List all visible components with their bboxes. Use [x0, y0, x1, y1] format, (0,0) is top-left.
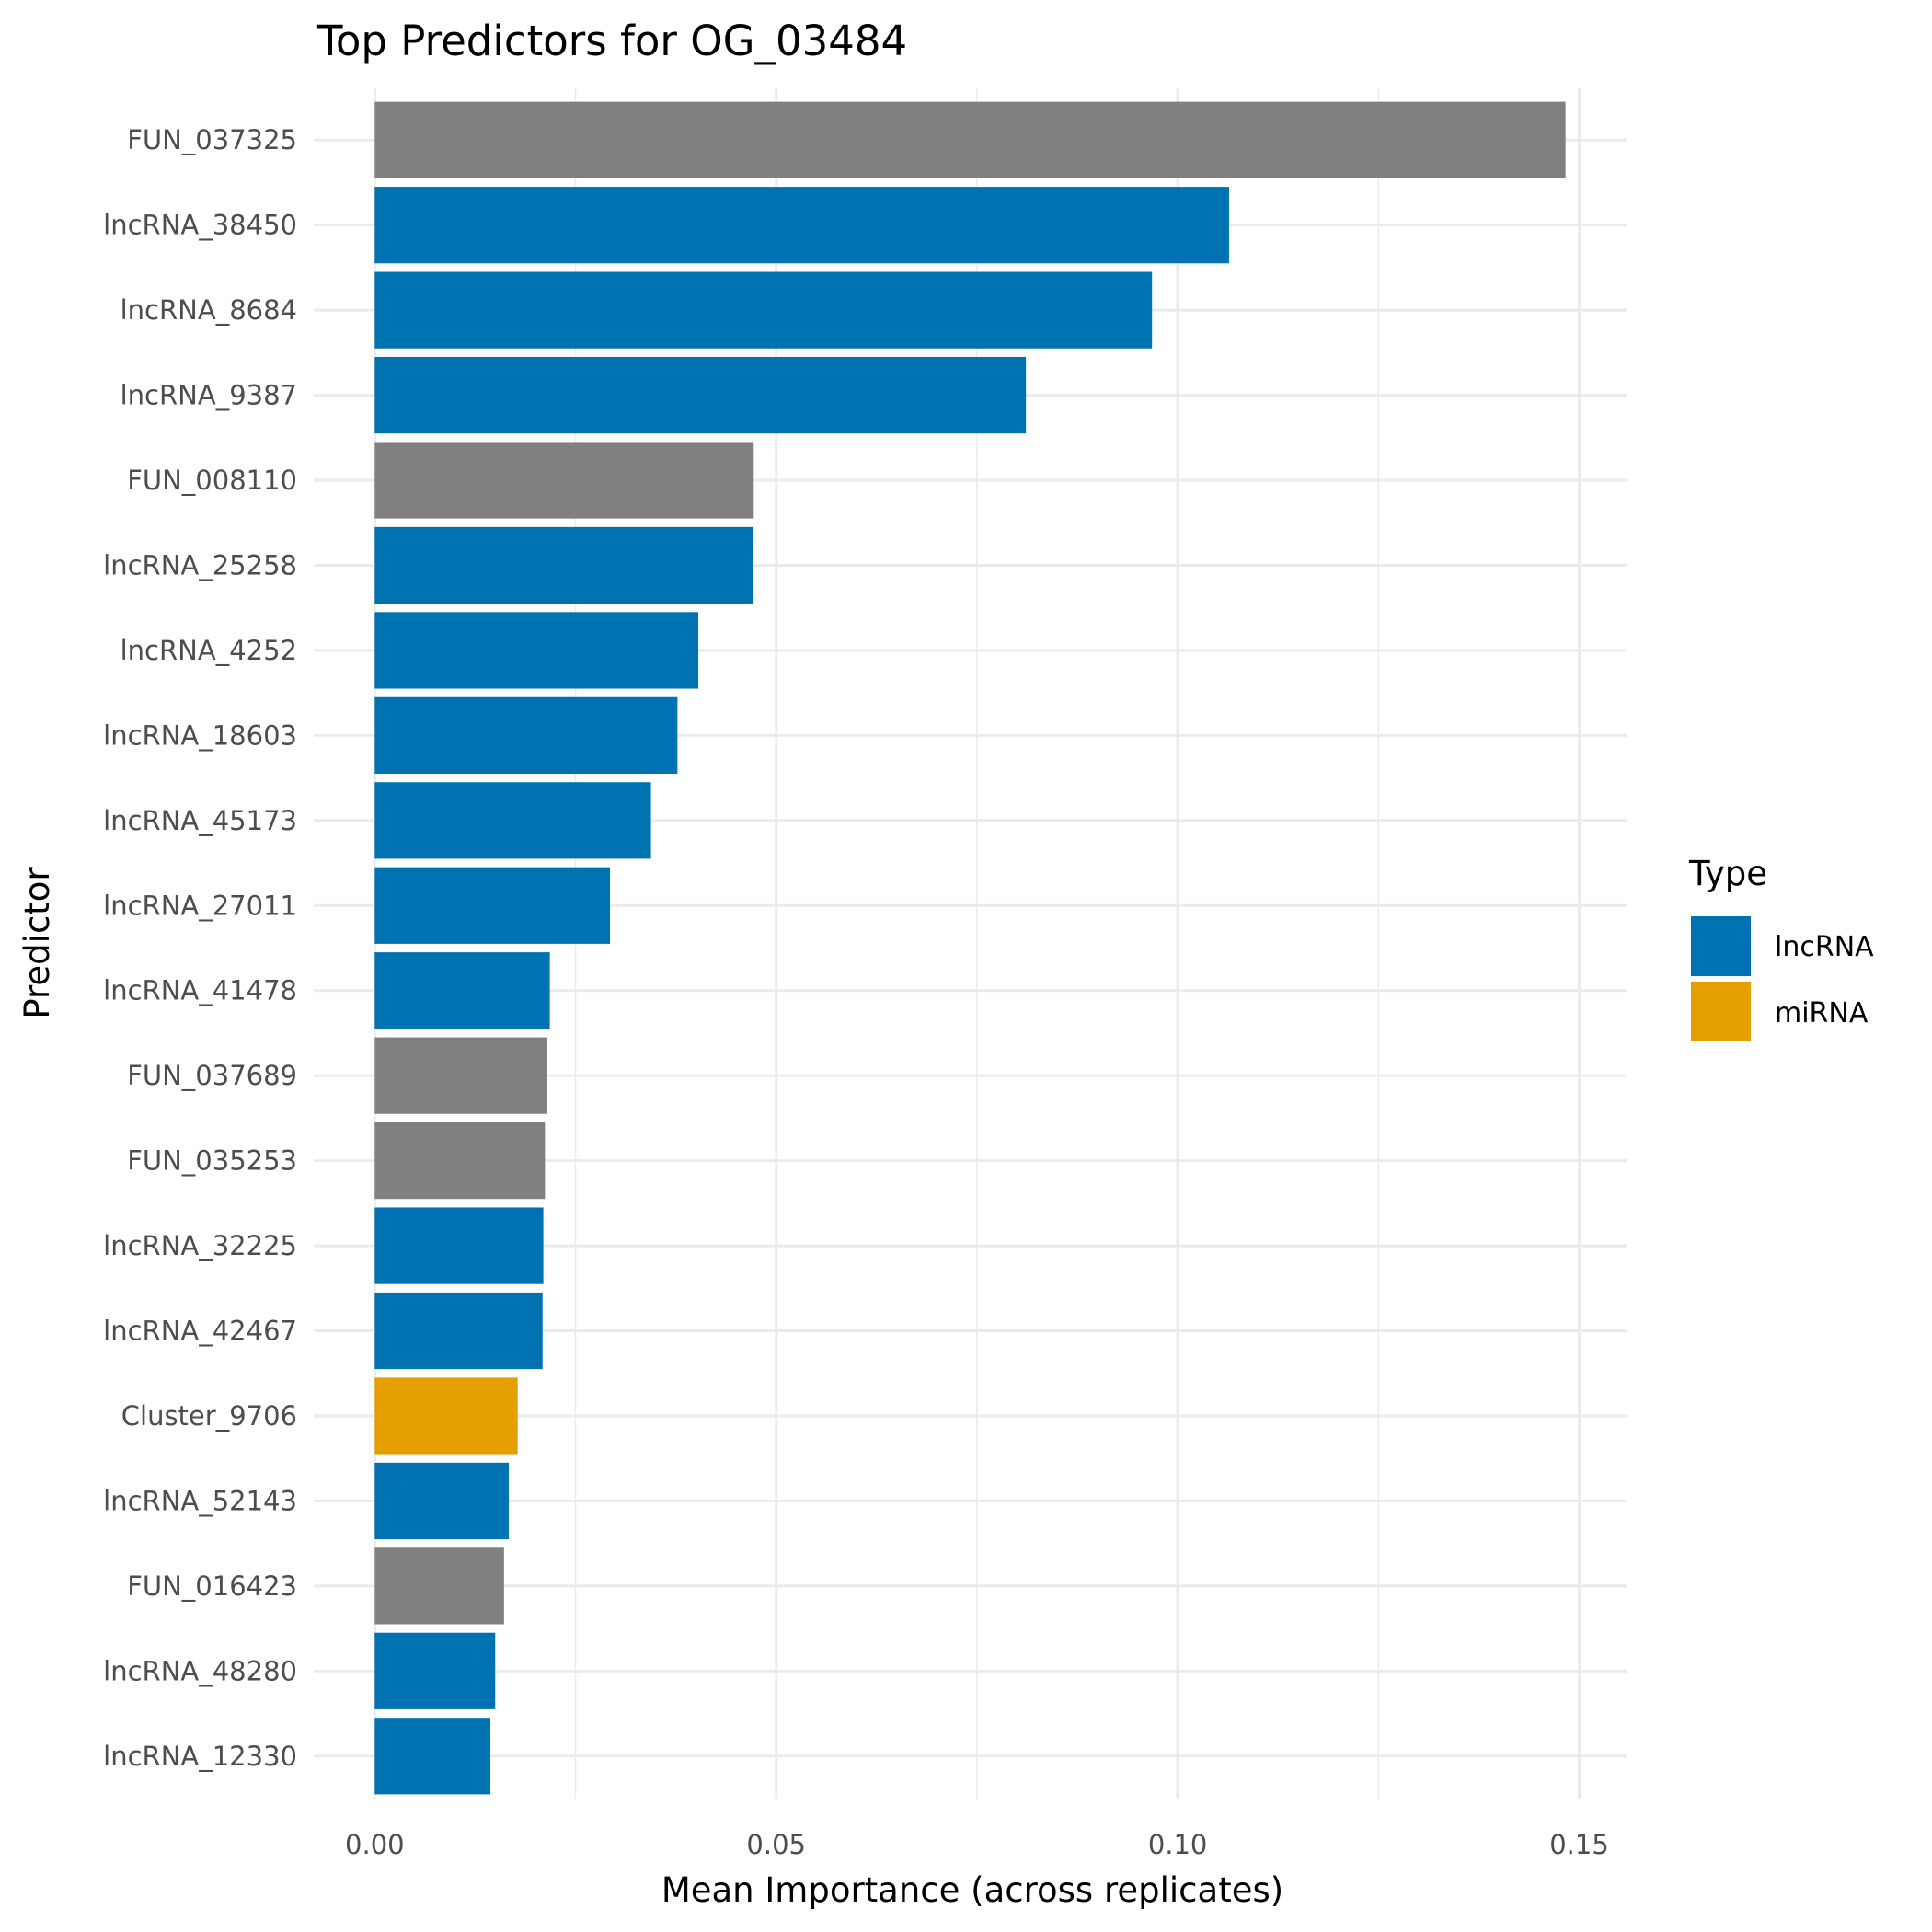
legend-key-lncrna	[1691, 916, 1751, 976]
bar-FUN_037689	[374, 1037, 547, 1114]
y-tick-label: lncRNA_9387	[121, 380, 297, 411]
y-tick-label: lncRNA_12330	[103, 1741, 297, 1772]
y-tick-label: lncRNA_25258	[103, 549, 297, 581]
y-tick-label: lncRNA_52143	[103, 1485, 297, 1516]
chart-title: Top Predictors for OG_03484	[316, 17, 907, 65]
legend-label-lncrna: lncRNA	[1775, 931, 1874, 963]
y-tick-label: lncRNA_42467	[103, 1316, 297, 1347]
bar-lncRNA_12330	[374, 1718, 491, 1795]
y-tick-label: lncRNA_41478	[103, 975, 297, 1006]
bar-FUN_008110	[374, 442, 754, 519]
bar-FUN_037325	[374, 101, 1566, 178]
x-tick-labels: 0.00 0.05 0.10 0.15	[345, 1829, 1609, 1860]
bar-lncRNA_4252	[374, 612, 699, 689]
bar-lncRNA_38450	[374, 187, 1229, 264]
y-tick-label: lncRNA_38450	[103, 210, 297, 241]
y-tick-label: FUN_037689	[127, 1060, 297, 1091]
legend-title: Type	[1688, 854, 1767, 893]
legend-label-mirna: miRNA	[1775, 997, 1869, 1029]
y-tick-label: lncRNA_48280	[103, 1655, 297, 1686]
y-tick-label: FUN_008110	[127, 465, 297, 496]
bar-lncRNA_8684	[374, 271, 1153, 349]
bar-lncRNA_9387	[374, 356, 1027, 434]
bar-lncRNA_52143	[374, 1462, 510, 1540]
x-tick-label: 0.10	[1148, 1829, 1208, 1860]
bars	[374, 101, 1566, 1795]
bar-Cluster_9706	[374, 1377, 518, 1455]
bar-FUN_035253	[374, 1122, 546, 1200]
bar-lncRNA_41478	[374, 952, 550, 1029]
y-tick-label: FUN_037325	[127, 124, 297, 155]
y-tick-label: lncRNA_45173	[103, 805, 297, 836]
legend-key-mirna	[1691, 982, 1751, 1041]
bar-lncRNA_42467	[374, 1292, 543, 1370]
bar-lncRNA_32225	[374, 1207, 544, 1284]
bar-lncRNA_25258	[374, 526, 753, 604]
y-tick-label: FUN_035253	[127, 1145, 297, 1177]
y-tick-label: lncRNA_8684	[121, 294, 297, 326]
y-tick-label: Cluster_9706	[121, 1400, 297, 1432]
bar-FUN_016423	[374, 1547, 504, 1625]
bar-lncRNA_48280	[374, 1632, 496, 1709]
y-tick-label: lncRNA_32225	[103, 1230, 297, 1261]
y-axis-title: Predictor	[17, 867, 57, 1019]
x-tick-label: 0.00	[345, 1829, 405, 1860]
bar-lncRNA_18603	[374, 696, 678, 774]
x-tick-label: 0.05	[746, 1829, 806, 1860]
y-tick-label: lncRNA_27011	[103, 890, 297, 921]
bar-lncRNA_45173	[374, 782, 651, 859]
x-tick-label: 0.15	[1549, 1829, 1609, 1860]
y-tick-label: lncRNA_4252	[121, 635, 297, 666]
bar-lncRNA_27011	[374, 867, 611, 944]
y-tick-labels: FUN_037325 lncRNA_38450 lncRNA_8684 lncRNA_…	[103, 124, 297, 1772]
y-tick-label: FUN_016423	[127, 1570, 297, 1602]
legend: Type lncRNA miRNA	[1688, 854, 1874, 1041]
x-axis-title: Mean Importance (across replicates)	[661, 1870, 1283, 1910]
y-tick-label: lncRNA_18603	[103, 719, 297, 751]
